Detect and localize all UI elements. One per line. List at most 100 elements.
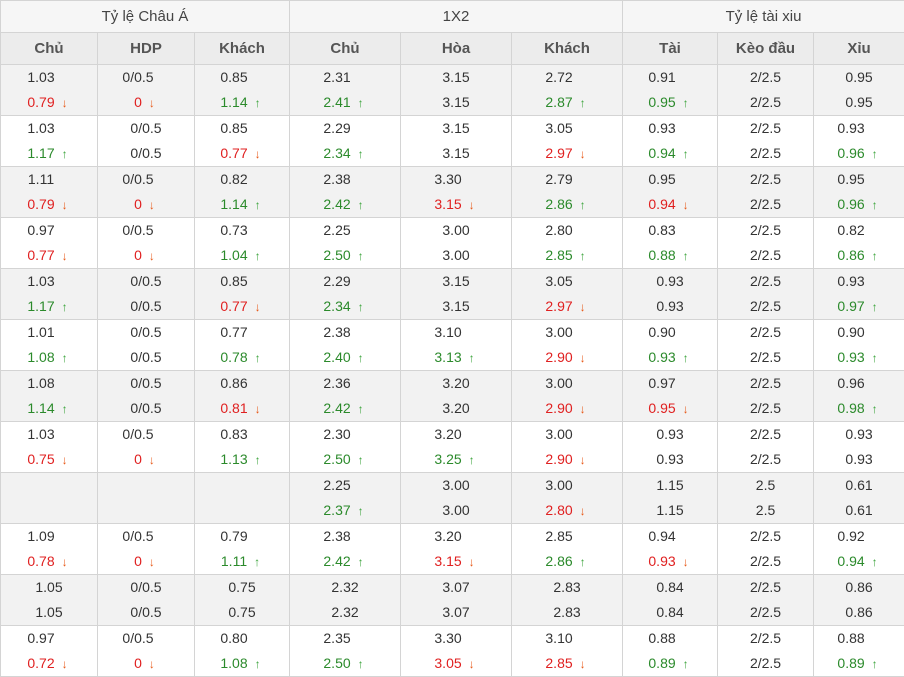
current-odds: 0.78↑ <box>195 345 289 370</box>
opening-odds: 1.05 <box>1 575 97 600</box>
arrow-up-icon: ↑ <box>680 244 692 269</box>
opening-odds: 0.82 <box>814 218 904 243</box>
opening-odds: 3.00 <box>401 218 511 243</box>
arrow-up-icon: ↑ <box>577 244 589 269</box>
arrow-down-icon: ↓ <box>59 193 71 218</box>
current-odds: 2.85↓ <box>512 651 622 676</box>
current-odds: 2.86↑ <box>512 549 622 574</box>
arrow-up-icon: ↑ <box>680 346 692 371</box>
current-odds: 1.17↑ <box>1 141 97 166</box>
current-odds: 3.25↑ <box>401 447 511 472</box>
opening-odds: 0.77 <box>195 320 289 345</box>
arrow-up-icon: ↑ <box>869 397 881 422</box>
opening-odds: 0.88 <box>623 626 717 651</box>
opening-odds: 0/0.5 <box>98 218 194 243</box>
current-odds: 2.85↑ <box>512 243 622 268</box>
odds-cell <box>1 473 98 524</box>
current-odds: 2/2.5 <box>718 294 813 319</box>
opening-odds: 0.75 <box>195 575 289 600</box>
current-odds: 3.07 <box>401 600 511 625</box>
arrow-up-icon: ↑ <box>869 244 881 269</box>
current-odds: 1.11↑ <box>195 549 289 574</box>
current-odds: 2.41↑ <box>290 90 400 115</box>
opening-odds: 2.31 <box>290 65 400 90</box>
current-odds: 3.15 <box>401 294 511 319</box>
opening-odds: 3.15 <box>401 269 511 294</box>
current-odds: 0/0.5 <box>98 141 194 166</box>
current-odds: 0/0.5 <box>98 345 194 370</box>
current-odds: 2.50↑ <box>290 651 400 676</box>
current-odds: 2.97↓ <box>512 294 622 319</box>
group-over-under: Tỷ lệ tài xiu <box>623 1 904 33</box>
arrow-down-icon: ↓ <box>146 193 158 218</box>
arrow-up-icon: ↑ <box>355 91 367 116</box>
col-ou-line: Kèo đầu <box>718 33 814 65</box>
current-odds: 3.15↓ <box>401 192 511 217</box>
opening-odds: 3.30 <box>401 626 511 651</box>
arrow-down-icon: ↓ <box>577 346 589 371</box>
opening-odds: 2.80 <box>512 218 622 243</box>
group-asian-handicap: Tỷ lệ Châu Á <box>1 1 290 33</box>
opening-odds: 2/2.5 <box>718 422 813 447</box>
arrow-down-icon: ↓ <box>146 448 158 473</box>
current-odds: 0.86↑ <box>814 243 904 268</box>
opening-odds: 0.90 <box>814 320 904 345</box>
opening-odds: 1.01 <box>1 320 97 345</box>
current-odds: 2.42↑ <box>290 192 400 217</box>
opening-odds: 2.25 <box>290 473 400 498</box>
current-odds: 2.97↓ <box>512 141 622 166</box>
opening-odds: 0/0.5 <box>98 167 194 192</box>
col-ah-home: Chủ <box>1 33 98 65</box>
opening-odds: 2.5 <box>718 473 813 498</box>
arrow-down-icon: ↓ <box>680 550 692 575</box>
current-odds: 2.90↓ <box>512 345 622 370</box>
current-odds: 2.90↓ <box>512 396 622 421</box>
opening-odds: 0.85 <box>195 65 289 90</box>
arrow-up-icon: ↑ <box>869 142 881 167</box>
opening-odds: 0/0.5 <box>98 116 194 141</box>
current-odds: 0.84 <box>623 600 717 625</box>
opening-odds: 0.93 <box>623 422 717 447</box>
opening-odds: 2.38 <box>290 167 400 192</box>
current-odds: 0.89↑ <box>814 651 904 676</box>
opening-odds: 2/2.5 <box>718 320 813 345</box>
opening-odds: 0/0.5 <box>98 320 194 345</box>
opening-odds: 1.09 <box>1 524 97 549</box>
current-odds: 0.89↑ <box>623 651 717 676</box>
opening-odds: 3.00 <box>512 473 622 498</box>
arrow-down-icon: ↓ <box>252 142 264 167</box>
opening-odds: 0/0.5 <box>98 575 194 600</box>
opening-odds: 0/0.5 <box>98 371 194 396</box>
arrow-up-icon: ↑ <box>355 193 367 218</box>
opening-odds: 3.05 <box>512 269 622 294</box>
